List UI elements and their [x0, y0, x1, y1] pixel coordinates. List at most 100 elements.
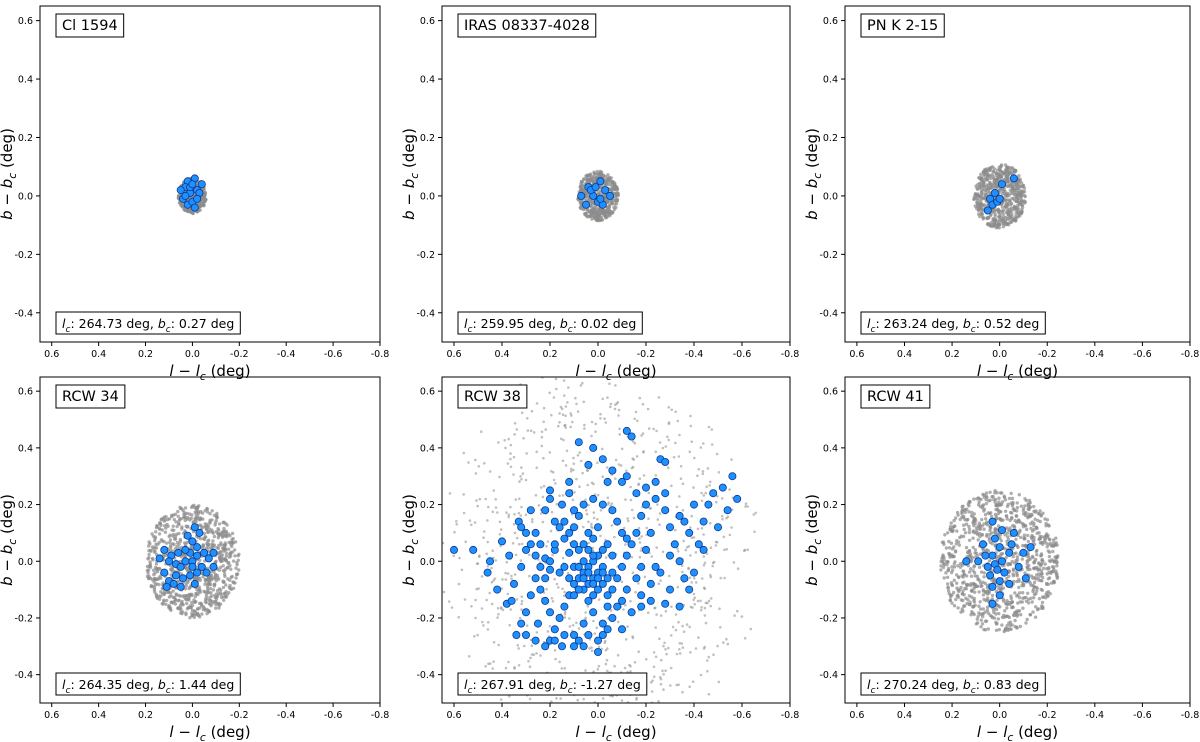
- field-star: [214, 606, 218, 610]
- field-star: [704, 491, 707, 495]
- field-star: [945, 563, 949, 567]
- field-star: [1015, 501, 1019, 505]
- field-star: [990, 531, 994, 535]
- field-star: [1001, 217, 1005, 221]
- field-star: [983, 513, 988, 517]
- field-star: [549, 529, 553, 533]
- field-star: [1021, 522, 1025, 526]
- field-star: [996, 524, 1001, 528]
- field-star: [1016, 601, 1020, 605]
- field-star: [1012, 187, 1016, 191]
- member-star: [577, 191, 586, 200]
- field-star: [955, 510, 960, 515]
- member-star: [661, 457, 670, 466]
- field-star: [994, 171, 998, 175]
- field-star: [442, 541, 445, 545]
- field-star: [564, 464, 568, 467]
- plot-area: [972, 163, 1027, 230]
- field-star: [517, 511, 521, 515]
- field-star: [1003, 498, 1008, 502]
- member-star: [541, 596, 550, 605]
- member-star: [546, 494, 555, 503]
- field-star: [460, 568, 464, 572]
- field-star: [693, 577, 696, 580]
- field-star: [666, 466, 670, 470]
- field-star: [985, 583, 990, 588]
- field-star: [588, 647, 591, 650]
- field-star: [666, 727, 669, 730]
- field-star: [659, 579, 662, 582]
- field-star: [552, 478, 556, 482]
- field-star: [605, 466, 609, 469]
- member-star: [522, 608, 531, 617]
- field-star: [166, 524, 170, 528]
- field-star: [215, 515, 219, 520]
- field-star: [980, 517, 984, 522]
- field-star: [173, 602, 178, 606]
- field-star: [978, 185, 982, 189]
- field-star: [1009, 510, 1013, 515]
- field-star: [744, 505, 747, 508]
- field-star: [1007, 574, 1011, 578]
- field-star: [1028, 522, 1033, 526]
- field-star: [657, 396, 661, 399]
- field-star: [654, 626, 657, 629]
- field-star: [689, 526, 692, 529]
- field-star: [976, 532, 980, 537]
- field-star: [1026, 539, 1031, 544]
- field-star: [703, 606, 707, 610]
- field-star: [497, 643, 501, 647]
- field-star: [222, 598, 226, 602]
- member-star: [594, 574, 603, 583]
- field-star: [976, 198, 980, 203]
- field-star: [1037, 531, 1041, 535]
- field-star: [988, 528, 992, 533]
- field-star: [944, 571, 948, 575]
- field-star: [616, 401, 620, 404]
- field-star: [1028, 613, 1033, 617]
- field-star: [1004, 556, 1008, 560]
- y-tick-label: 0.4: [18, 443, 33, 454]
- field-star: [1031, 587, 1036, 592]
- field-star: [531, 518, 534, 521]
- field-star: [592, 516, 596, 520]
- field-star: [971, 611, 975, 615]
- field-star: [1055, 564, 1059, 568]
- x-tick-label: -0.2: [230, 710, 249, 721]
- y-tick-label: 0.2: [420, 500, 435, 511]
- field-star: [1034, 509, 1038, 513]
- member-star: [509, 579, 518, 588]
- member-star: [531, 574, 540, 583]
- field-star: [703, 614, 707, 617]
- field-star: [217, 522, 222, 526]
- field-star: [513, 422, 517, 425]
- field-star: [1026, 502, 1030, 507]
- field-star: [611, 695, 614, 698]
- field-star: [624, 543, 627, 546]
- field-star: [575, 477, 578, 481]
- field-star: [572, 456, 575, 460]
- field-star: [197, 587, 201, 591]
- field-star: [1052, 565, 1056, 569]
- member-star: [594, 648, 603, 657]
- y-tick-label: 0.0: [823, 191, 838, 202]
- member-star: [608, 614, 617, 623]
- title-box: Cl 1594: [55, 13, 125, 38]
- member-star: [546, 557, 555, 566]
- member-star: [995, 577, 1004, 586]
- field-star: [960, 607, 964, 611]
- field-star: [164, 602, 168, 606]
- field-star: [515, 598, 519, 601]
- field-star: [520, 706, 523, 709]
- field-star: [753, 530, 756, 534]
- field-star: [496, 607, 500, 610]
- field-star: [663, 708, 666, 711]
- member-star: [646, 596, 655, 605]
- field-star: [452, 554, 456, 558]
- info-box-frame: [860, 672, 1046, 696]
- field-star: [1024, 599, 1029, 603]
- field-star: [943, 533, 947, 537]
- field-star: [438, 580, 441, 583]
- field-star: [219, 543, 223, 547]
- x-axis-label: l − lc (deg): [169, 723, 250, 742]
